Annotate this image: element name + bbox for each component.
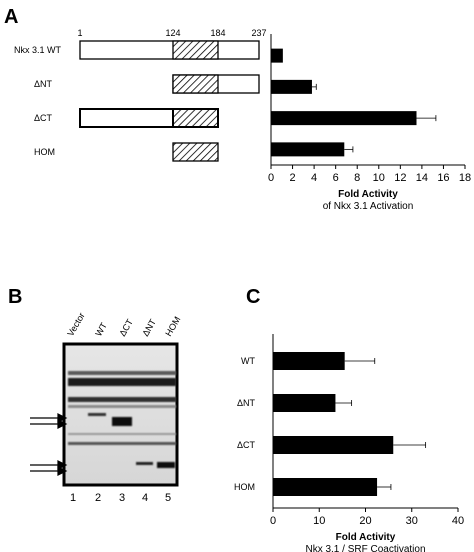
lane-label-dnt: ΔNT <box>140 317 159 338</box>
arrow-icon <box>30 460 68 470</box>
lane-number-row: 1 2 3 4 5 <box>70 492 190 508</box>
panel-b-letter: B <box>8 286 23 308</box>
position-237: 237 <box>251 28 266 38</box>
x-tick-label: 20 <box>359 515 371 527</box>
x-tick-label: 8 <box>354 172 360 184</box>
x-tick-label: 30 <box>406 515 418 527</box>
bar <box>271 142 345 157</box>
chart-coactivation: 0 10 20 30 40 WT ΔNT ΔCT HOM Fold Activity Nkx 3… <box>234 334 464 552</box>
lane-label-hom: HOM <box>163 314 183 338</box>
lane-number-1: 1 <box>70 492 77 504</box>
construct-label-hom: HOM <box>34 147 55 157</box>
chart-a-xlabel-sub: of Nkx 3.1 Activation <box>323 201 414 212</box>
bar <box>271 111 417 126</box>
construct-label-dct: ΔCT <box>34 113 53 123</box>
chart-c-xlabel: Fold Activity <box>336 532 396 543</box>
lane-number-2: 2 <box>95 492 102 504</box>
arrow-icon <box>30 413 68 423</box>
x-tick-label: 0 <box>270 515 276 527</box>
lane-number-5: 5 <box>165 492 172 504</box>
x-tick-label: 6 <box>333 172 339 184</box>
category-label: HOM <box>234 482 255 492</box>
lane-label-vector: Vector <box>65 310 87 338</box>
bar <box>273 352 345 370</box>
blot-frame <box>62 342 179 487</box>
category-label: WT <box>241 356 255 366</box>
x-tick-label: 40 <box>452 515 464 527</box>
panel-c-letter: C <box>246 286 261 308</box>
position-124: 124 <box>165 28 180 38</box>
x-tick-label: 0 <box>268 172 274 184</box>
arrow-icon <box>30 466 68 476</box>
arrow-icon <box>30 419 68 429</box>
category-label: ΔNT <box>237 398 256 408</box>
blot-bands <box>68 371 176 468</box>
bar <box>273 478 378 496</box>
construct-hom <box>172 142 219 162</box>
western-blot <box>30 342 179 487</box>
construct-label-wt: Nkx 3.1 WT <box>14 45 62 55</box>
construct-wt <box>79 40 260 60</box>
position-1: 1 <box>77 28 82 38</box>
panel-a-letter: A <box>4 6 19 28</box>
bar <box>271 48 283 63</box>
construct-dct <box>79 108 219 128</box>
construct-diagram: 1 124 184 237 Nkx 3.1 WT ΔNT ΔCT HOM <box>14 28 267 162</box>
lane-number-4: 4 <box>142 492 149 504</box>
lane-label-dct: ΔCT <box>117 317 136 338</box>
x-tick-label: 4 <box>311 172 317 184</box>
x-tick-label: 10 <box>373 172 385 184</box>
x-tick-label: 10 <box>313 515 325 527</box>
arrow-icon-group <box>30 413 68 476</box>
construct-label-dnt: ΔNT <box>34 79 53 89</box>
position-184: 184 <box>210 28 225 38</box>
lane-label-row: Vector WT ΔCT ΔNT HOM <box>60 300 210 345</box>
lane-number-3: 3 <box>119 492 126 504</box>
x-tick-label: 18 <box>459 172 471 184</box>
construct-dnt <box>172 74 260 94</box>
chart-activation: 0 2 4 6 8 10 12 14 16 18 Fold Activity of Nkx 3.1… <box>268 34 471 212</box>
chart-a-xlabel: Fold Activity <box>338 189 398 200</box>
lane-label-wt: WT <box>93 320 109 338</box>
bar <box>273 394 336 412</box>
x-tick-label: 12 <box>394 172 406 184</box>
bar <box>273 436 394 454</box>
category-label: ΔCT <box>237 440 256 450</box>
x-tick-label: 16 <box>437 172 449 184</box>
bar <box>271 79 312 94</box>
x-tick-label: 14 <box>416 172 428 184</box>
chart-c-xlabel-sub: Nkx 3.1 / SRF Coactivation <box>305 544 425 552</box>
x-tick-label: 2 <box>289 172 295 184</box>
